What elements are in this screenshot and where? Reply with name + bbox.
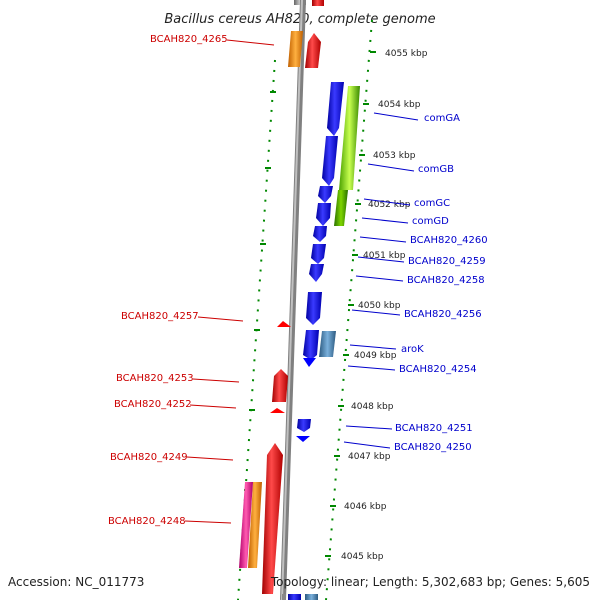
axis-tick-labels: 4055 kbp 4054 kbp 4053 kbp 4052 kbp 4051… [341,49,428,562]
gene-label: BCAH820_4257 [121,311,199,322]
gene-bcah820-4251 [297,419,311,432]
gene-label: BCAH820_4253 [116,373,194,384]
offscreen-feature-bottom-blue [288,594,301,600]
right-guide-ticks [325,19,373,601]
gene-bcah820-4265-orange [288,31,303,67]
gene-bcah820-4248-orange [248,482,262,568]
gene-bcah820-4249 [262,443,283,594]
gene-bcah820-4256 [306,292,322,325]
gene-comg-green-lower [334,190,348,226]
gene-bcah820-4260 [313,226,327,242]
right-labels: comGA comGB comGC comGD BCAH820_4260 BCA… [394,113,488,453]
gene-bcah820-4254-tail [303,358,316,367]
tick-label: 4053 kbp [373,151,416,161]
gene-label: BCAH820_4256 [404,309,482,320]
gene-label: BCAH820_4252 [114,399,192,410]
tick-label: 4045 kbp [341,552,384,562]
tick-label: 4052 kbp [368,200,411,210]
tick-label: 4049 kbp [354,351,397,361]
gene-label: BCAH820_4254 [399,364,477,375]
gene-bcah820-4259 [311,244,326,264]
gene-label: aroK [401,344,424,355]
gene-bcah820-4265 [305,33,321,68]
gene-bcah820-4253 [272,369,288,402]
summary-text: Topology: linear; Length: 5,302,683 bp; … [270,575,590,589]
left-callouts [184,39,275,524]
gene-label: BCAH820_4259 [408,256,486,267]
gene-label: BCAH820_4248 [108,516,186,527]
gene-bcah820-4250 [296,436,310,442]
gene-label: BCAH820_4250 [394,442,472,453]
tick-label: 4055 kbp [385,49,428,59]
axis-ticks [325,51,376,557]
tick-label: 4051 kbp [363,251,406,261]
gene-comgd [316,203,331,226]
gene-bcah820-4248-magenta [239,482,253,568]
gene-arok [319,331,336,357]
gene-label: comGC [414,198,450,209]
offscreen-feature-bottom-steel [305,594,318,600]
gene-bcah820-4258 [309,264,324,282]
offscreen-feature-bottom-gray [282,594,286,600]
reverse-genes [282,82,360,600]
gene-comgb [322,136,338,186]
gene-label: comGA [424,113,460,124]
gene-label: comGD [412,216,449,227]
gene-comg-green [339,86,360,190]
tick-label: 4048 kbp [351,402,394,412]
accession-text: Accession: NC_011773 [8,575,144,589]
genome-backbone-highlight [281,0,303,601]
tick-label: 4047 kbp [348,452,391,462]
gene-label: comGB [418,164,454,175]
gene-bcah820-4257 [277,321,291,327]
forward-genes [239,31,321,594]
gene-label: BCAH820_4251 [395,423,473,434]
gene-bcah820-4254 [303,330,319,360]
gene-comgc [318,186,333,203]
left-labels: BCAH820_4265 BCAH820_4257 BCAH820_4253 B… [108,34,228,527]
offscreen-feature-top-red [312,0,324,6]
tick-label: 4046 kbp [344,502,387,512]
right-callouts [343,112,419,449]
tick-label: 4050 kbp [358,301,401,311]
gene-label: BCAH820_4258 [407,275,485,286]
tick-label: 4054 kbp [378,100,421,110]
gene-label: BCAH820_4249 [110,452,188,463]
gene-label: BCAH820_4265 [150,34,228,45]
gene-bcah820-4252 [270,408,285,413]
gene-comga [327,82,344,136]
gene-label: BCAH820_4260 [410,235,488,246]
